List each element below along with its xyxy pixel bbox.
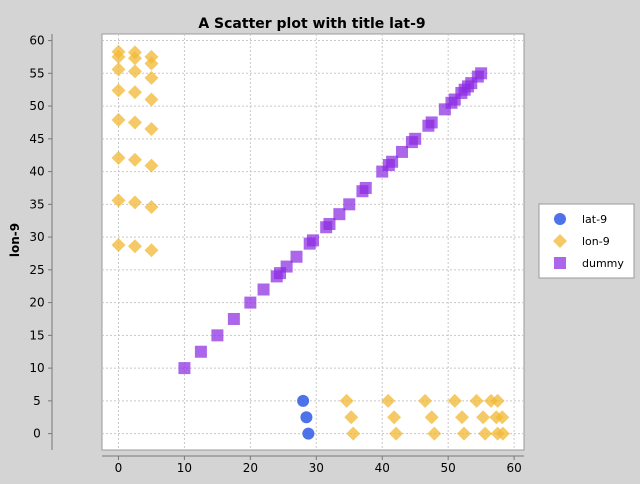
dummy-point xyxy=(425,116,438,129)
legend-diamond-icon xyxy=(553,234,567,248)
lon-9-point xyxy=(144,92,159,107)
y-tick-label: 40 xyxy=(29,165,44,179)
y-tick-label: 20 xyxy=(29,296,44,310)
dummy-point xyxy=(386,155,399,168)
dummy-point xyxy=(290,250,303,263)
lon-9-point xyxy=(111,237,126,252)
x-tick-label: 0 xyxy=(115,461,123,475)
lon-9-point xyxy=(381,393,396,408)
lon-9-point xyxy=(144,158,159,173)
lat-9-point xyxy=(297,394,310,407)
legend: lat-9 lon-9 dummy xyxy=(538,203,635,279)
lon-9-point xyxy=(490,393,505,408)
y-tick-label: 45 xyxy=(29,132,44,146)
lon-9-point xyxy=(111,193,126,208)
axes: 0 10 20 30 40 50 60 0 5 10 15 20 25 30 35 40 45 50 55 60 xyxy=(29,34,524,475)
y-tick-label: 10 xyxy=(29,361,44,375)
lat-9-point xyxy=(302,427,315,440)
dummy-point xyxy=(307,234,319,247)
data-points xyxy=(111,44,510,441)
lon-9-point xyxy=(144,70,159,85)
lon-9-point xyxy=(144,121,159,136)
legend-circle-icon xyxy=(554,213,566,225)
legend-label: lon-9 xyxy=(582,235,610,248)
lon-9-point xyxy=(144,243,159,258)
lon-9-point xyxy=(418,393,433,408)
lon-9-point xyxy=(476,410,491,425)
y-tick-label: 35 xyxy=(29,197,44,211)
y-tick-label: 15 xyxy=(29,328,44,342)
lat-9-point xyxy=(300,411,313,424)
dummy-point xyxy=(396,145,409,158)
y-tick-label: 60 xyxy=(29,34,44,48)
x-tick-label: 40 xyxy=(375,461,390,475)
legend-label: dummy xyxy=(582,257,624,270)
legend-label: lat-9 xyxy=(582,213,607,226)
lon-9-point xyxy=(127,115,142,130)
legend-square-icon xyxy=(554,257,566,269)
lon-9-point xyxy=(127,239,142,254)
lon-9-point xyxy=(339,393,354,408)
lon-9-point xyxy=(144,199,159,214)
dummy-point xyxy=(343,198,356,211)
dummy-point xyxy=(244,296,257,309)
y-tick-label: 0 xyxy=(33,427,41,441)
y-tick-label: 5 xyxy=(33,394,41,408)
dummy-point xyxy=(475,67,488,80)
lon-9-point xyxy=(469,393,484,408)
y-tick-label: 30 xyxy=(29,230,44,244)
lon-9-point xyxy=(144,56,159,71)
lon-9-point xyxy=(111,49,126,64)
lon-9-point xyxy=(447,393,462,408)
x-tick-label: 60 xyxy=(506,461,521,475)
lon-9-point xyxy=(127,85,142,100)
dummy-point xyxy=(227,312,240,325)
lon-9-point xyxy=(111,83,126,98)
lon-9-point xyxy=(111,112,126,127)
y-tick-label: 55 xyxy=(29,66,44,80)
lon-9-point xyxy=(478,426,493,441)
x-tick-label: 30 xyxy=(309,461,324,475)
dummy-point xyxy=(333,208,346,221)
lon-9-point xyxy=(389,426,404,441)
lon-9-point xyxy=(346,426,361,441)
lon-9-point xyxy=(424,410,439,425)
dummy-point xyxy=(211,329,224,342)
x-tick-label: 50 xyxy=(441,461,456,475)
lon-9-point xyxy=(127,64,142,79)
y-tick-label: 50 xyxy=(29,99,44,113)
lon-9-point xyxy=(456,426,471,441)
x-tick-label: 10 xyxy=(177,461,192,475)
y-axis-label: lon-9 xyxy=(8,223,22,257)
lon-9-point xyxy=(111,150,126,165)
lon-9-point xyxy=(127,195,142,210)
dummy-point xyxy=(280,260,293,273)
dummy-point xyxy=(257,283,270,296)
lon-9-point xyxy=(111,62,126,77)
lon-9-point xyxy=(344,410,359,425)
dummy-point xyxy=(178,362,191,375)
lon-9-point xyxy=(427,426,442,441)
lon-9-point xyxy=(127,152,142,167)
lon-9-point xyxy=(455,410,470,425)
dummy-point xyxy=(409,132,422,145)
lon-9-point xyxy=(127,51,142,66)
dummy-point xyxy=(323,217,336,230)
lon-9-point xyxy=(495,426,510,441)
x-tick-label: 20 xyxy=(243,461,258,475)
lon-9-point xyxy=(495,410,510,425)
chart-title: A Scatter plot with title lat-9 xyxy=(198,16,425,32)
y-tick-label: 25 xyxy=(29,263,44,277)
dummy-point xyxy=(194,345,207,358)
dummy-point xyxy=(359,181,372,194)
lon-9-point xyxy=(387,410,402,425)
